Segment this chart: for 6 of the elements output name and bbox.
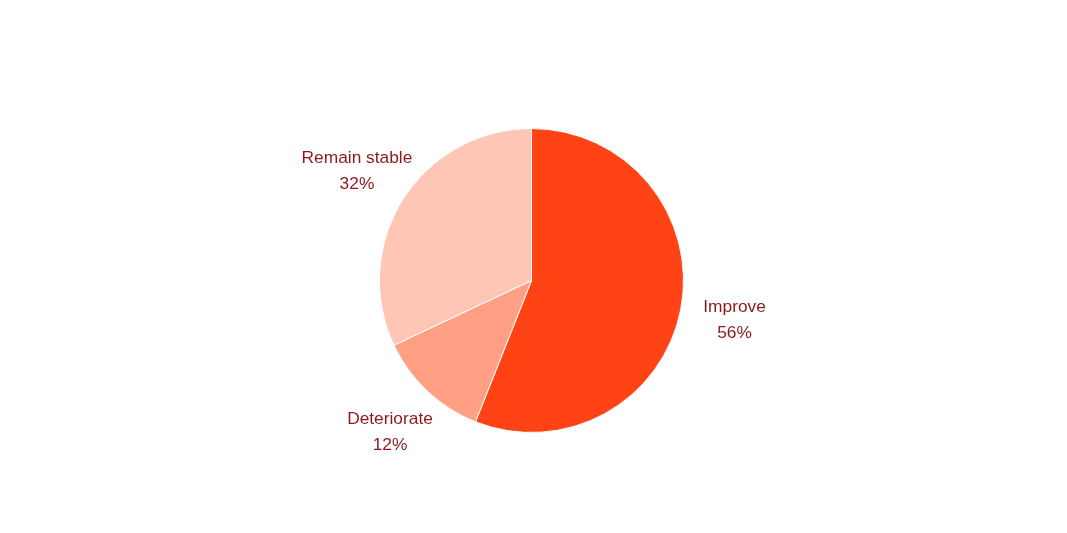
data-label: 12%	[372, 434, 408, 455]
slice-label: Deteriorate	[347, 408, 433, 429]
slice-label: Remain stable	[301, 146, 413, 167]
data-label: 32%	[339, 172, 375, 193]
slice-label: Improve	[703, 296, 766, 317]
data-label: 56%	[717, 322, 752, 343]
